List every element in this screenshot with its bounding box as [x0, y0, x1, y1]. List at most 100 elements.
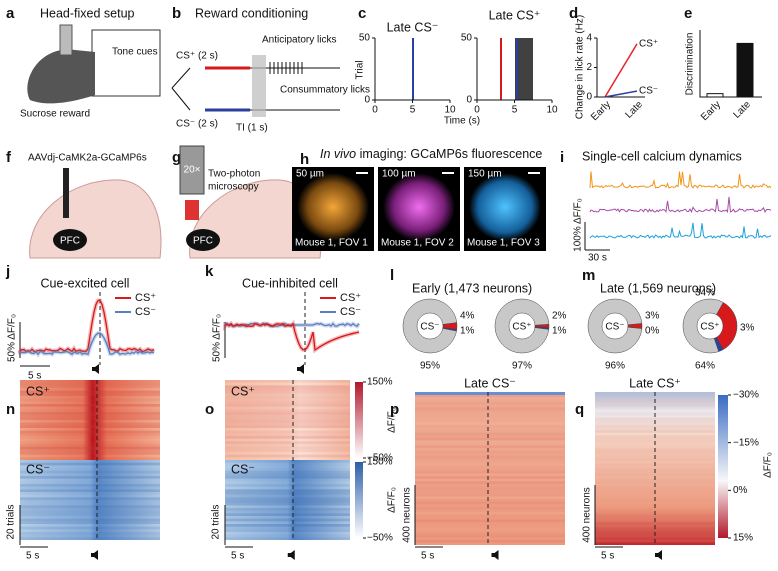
- heatmap-row: [415, 404, 565, 408]
- heatmap-row: [20, 468, 160, 471]
- heatmap-row: [20, 486, 160, 490]
- legend-label: CS⁺: [639, 39, 658, 50]
- pie-label: 34%: [695, 288, 715, 299]
- heatmap-row: [225, 457, 350, 460]
- row-label: CS⁻: [26, 462, 50, 476]
- heatmap-row: [595, 409, 715, 413]
- pie-label: 0%: [645, 326, 660, 337]
- heatmap-row: [225, 393, 350, 396]
- mouse: [27, 49, 96, 104]
- panel-title: Cue-inhibited cell: [242, 276, 338, 290]
- heatmap-row: [595, 445, 715, 449]
- colorbar-tick-label: −30%: [733, 390, 759, 401]
- heatmap-row: [225, 441, 350, 444]
- label: Two-photon: [208, 169, 260, 180]
- panel-title: Late CS⁻: [464, 376, 516, 390]
- heatmap-row: [20, 508, 160, 511]
- heatmap-row: [415, 420, 565, 423]
- heatmap-row: [595, 437, 715, 441]
- heatmap-row: [225, 489, 350, 492]
- trace: [19, 299, 155, 353]
- heatmap-row: [415, 491, 565, 494]
- colorbar-tick-label: 0%: [733, 485, 748, 496]
- heatmap-row: [415, 527, 565, 530]
- heatmap-row: [20, 446, 160, 450]
- heatmap-row: [415, 542, 565, 545]
- trace-interval: [252, 55, 266, 117]
- panel-letter: n: [6, 401, 15, 418]
- heatmap-row: [415, 397, 565, 400]
- pfc: [53, 229, 87, 251]
- licks: [269, 62, 303, 74]
- colorbar-tick-label: −50%: [367, 453, 393, 464]
- heatmap-row: [225, 537, 350, 540]
- heatmap-row: [20, 489, 160, 492]
- panel-letter: l: [390, 267, 394, 284]
- heatmap-row: [595, 542, 715, 545]
- bar: [736, 42, 754, 98]
- label: PFC: [193, 236, 213, 247]
- x-tick-label: 10: [444, 105, 456, 116]
- heatmap-row: [415, 440, 565, 443]
- heatmap-row: [415, 532, 565, 535]
- heatmap-row: [415, 458, 565, 461]
- heatmap-row: [225, 449, 350, 452]
- heatmap-row: [415, 445, 565, 449]
- label: AAVdj-CaMK2a-GCaMP6s: [28, 153, 147, 164]
- heatmap-row: [415, 476, 565, 479]
- colorbar-tick-label: −15%: [733, 437, 759, 448]
- heatmap-row: [415, 530, 565, 533]
- heatmap-row: [20, 484, 160, 487]
- pie-label: 1%: [460, 326, 475, 337]
- label: Tone cues: [112, 47, 158, 58]
- heatmap-row: [225, 385, 350, 388]
- heatmap-row: [415, 501, 565, 505]
- heatmap-row: [415, 463, 565, 466]
- heatmap-row: [225, 508, 350, 511]
- heatmap-row: [595, 481, 715, 484]
- heatmap-row: [225, 470, 350, 474]
- heatmap-row: [415, 522, 565, 525]
- syringe: [63, 168, 69, 218]
- heatmap-row: [595, 522, 715, 525]
- heatmap-row: [595, 486, 715, 489]
- heatmap-row: [20, 401, 160, 404]
- scale-label: 150 µm: [468, 169, 502, 180]
- heatmap-row: [225, 484, 350, 487]
- heatmap-row: [415, 423, 565, 426]
- scale-label: 400 neurons: [402, 487, 413, 543]
- trace-panels: j Cue-excited cell CS⁺ CS⁻ k Cue-inhibited ce…: [5, 263, 361, 374]
- heatmap-row: [225, 492, 350, 495]
- label: microscopy: [208, 182, 259, 193]
- heatmap-row: [20, 457, 160, 460]
- trace-band: [18, 298, 156, 355]
- heatmap-row: [225, 497, 350, 500]
- speaker: [297, 364, 304, 374]
- panel-title: Late CS⁺: [629, 376, 681, 390]
- objective-tip: [185, 200, 199, 220]
- scale-label: 5 s: [601, 551, 614, 562]
- colorbar-tick-label: 150%: [367, 457, 393, 468]
- heatmap-row: [415, 539, 565, 543]
- heatmap-row: [225, 494, 350, 498]
- image-signal: [383, 173, 455, 241]
- speaker: [92, 364, 99, 374]
- heatmap-row: [20, 495, 160, 498]
- y-tick-label: 0: [364, 95, 370, 106]
- speaker: [655, 550, 662, 560]
- legend-label: CS⁻: [340, 306, 361, 318]
- heatmap-row: [20, 449, 160, 452]
- heatmap-row: [225, 412, 350, 415]
- heatmap-row: [415, 499, 565, 502]
- heatmap-row: [225, 380, 350, 383]
- scale-label: 5 s: [231, 551, 244, 562]
- y-tick-label: 50: [461, 33, 473, 44]
- panel-title: Cue-excited cell: [41, 276, 130, 290]
- heatmap-row: [415, 468, 565, 472]
- series-line: [604, 43, 638, 98]
- panel-title: Early (1,473 neurons): [412, 281, 532, 295]
- heatmap-row: [415, 514, 565, 517]
- colorbar-tick-label: 15%: [733, 533, 753, 544]
- heatmap-row: [415, 427, 565, 431]
- row-label: CS⁺: [26, 384, 50, 398]
